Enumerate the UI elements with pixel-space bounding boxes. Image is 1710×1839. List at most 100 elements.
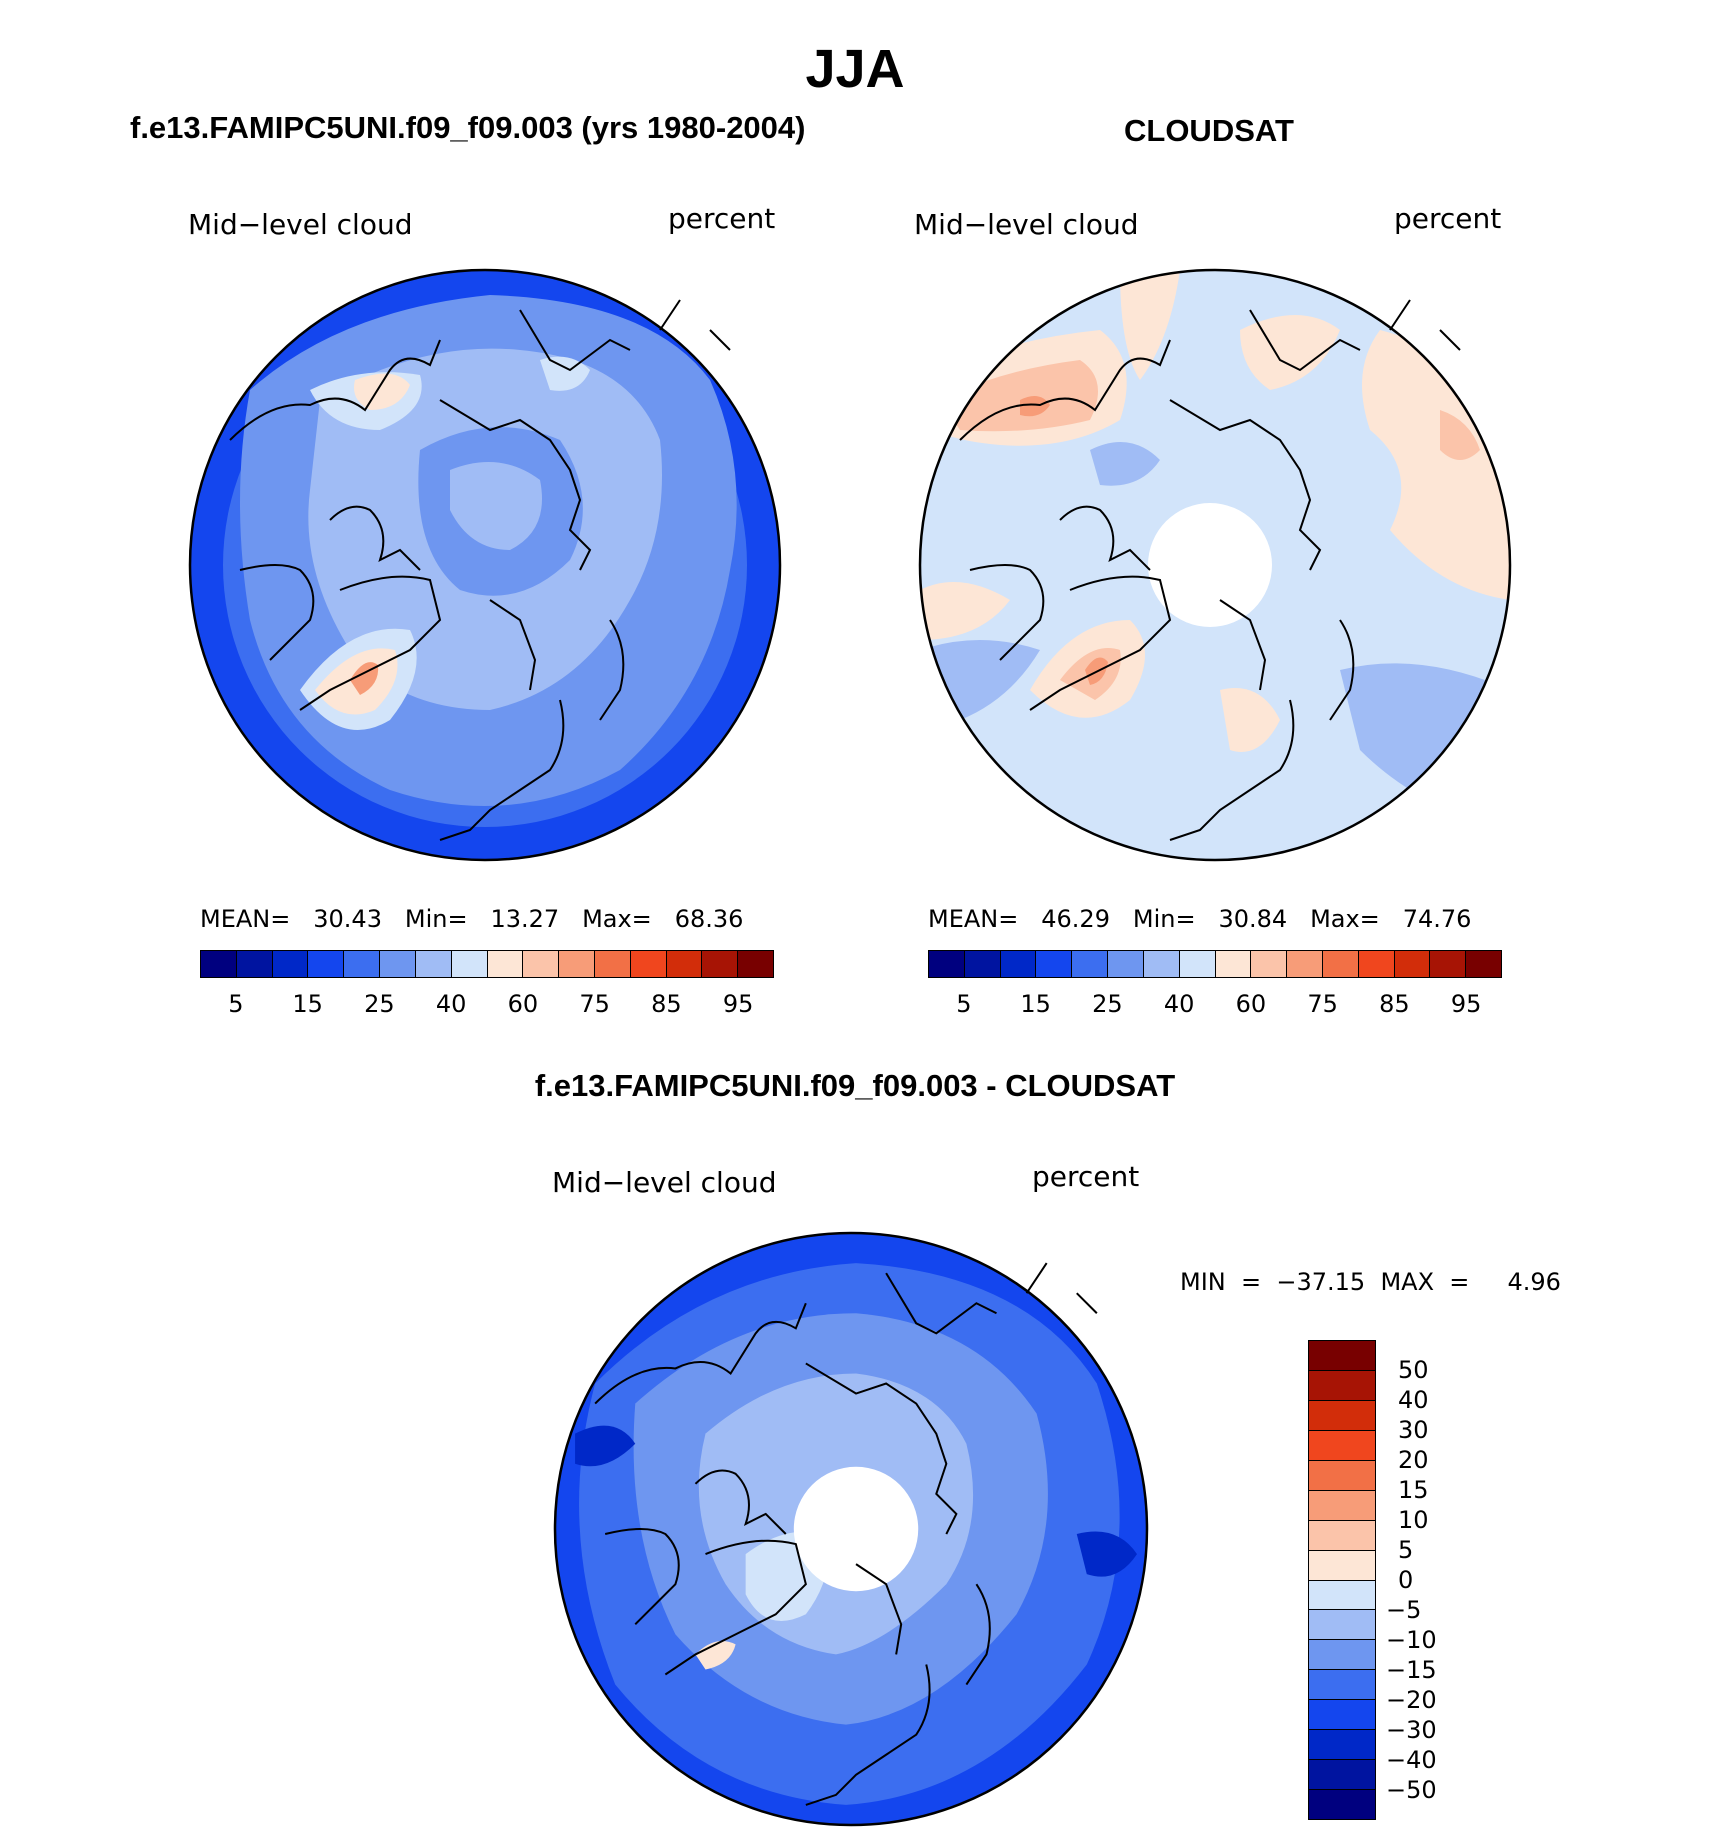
colorbar-swatch [1309,1520,1375,1551]
right-min-label: Min= [1132,905,1196,933]
left-coastline [229,299,731,841]
right-map-region [1090,442,1160,486]
colorbar-swatch [1309,1490,1375,1521]
colorbar-tick-label: 50 [1398,1356,1429,1384]
colorbar-tick-label: 25 [364,990,395,1018]
colorbar-swatch [1309,1370,1375,1401]
right-max-label: Max= [1310,905,1380,933]
right-map-region [920,582,1010,640]
left-colorbar-ticks: 5 15 25 40 60 75 85 95 [200,990,774,1020]
colorbar-swatch [1309,1700,1375,1731]
colorbar-tick-label: 60 [1235,990,1267,1018]
left-polar-map [188,268,782,862]
colorbar-tick-label: −20 [1386,1686,1437,1714]
colorbar-tick-label: 40 [1398,1386,1429,1414]
main-title: JJA [805,39,905,99]
colorbar-tick-label: 75 [579,990,610,1018]
diff-colorbar-ticks: 50 40 30 20 15 10 5 0 −5 −10 −15 −20 −30 −40 −50 [1386,1340,1466,1820]
right-max-value: 74.76 [1402,905,1472,933]
colorbar-swatch [1143,951,1180,977]
colorbar-swatch [1309,1760,1375,1791]
left-max-label: Max= [582,905,652,933]
colorbar-tick-label: −40 [1386,1746,1437,1774]
colorbar-tick-label: −30 [1386,1716,1437,1744]
colorbar-swatch [380,951,416,977]
diff-minmax: MIN = −37.15 MAX = 4.96 [1180,1268,1561,1296]
colorbar-tick-label: 95 [1450,990,1482,1018]
colorbar-tick-label: −15 [1386,1656,1437,1684]
colorbar-swatch [1309,1580,1375,1611]
right-map-region [1120,270,1180,380]
colorbar-swatch [415,951,452,977]
colorbar-swatch [1322,951,1359,977]
colorbar-swatch [344,951,381,977]
colorbar-swatch [1309,1610,1375,1641]
diff-units-label: percent [1032,1160,1140,1193]
right-map-region [1220,688,1280,752]
colorbar-swatch [1036,951,1073,977]
colorbar-tick-label: 15 [1398,1476,1429,1504]
right-polar-map [918,268,1512,862]
left-mean-value: 30.43 [313,905,382,933]
right-stats: MEAN= 46.29 Min= 30.84 Max= 74.76 [928,905,1471,933]
colorbar-swatch [272,951,309,977]
colorbar-swatch [929,951,965,977]
right-map-border [918,268,1512,862]
right-coastline [959,299,1461,841]
left-map-region [450,462,542,550]
colorbar-swatch [201,951,237,977]
colorbar-tick-label: 5 [956,990,972,1018]
diff-pole-hole [793,1466,919,1592]
colorbar-swatch [236,951,273,977]
colorbar-tick-label: −5 [1386,1596,1422,1624]
colorbar-swatch [451,951,488,977]
right-pole-hole [1148,503,1272,627]
colorbar-swatch [1215,951,1252,977]
colorbar-swatch [1309,1341,1375,1371]
left-mean-label: MEAN= [200,905,291,933]
colorbar-swatch [1309,1550,1375,1581]
colorbar-swatch [559,951,595,977]
diff-map-region [575,1425,636,1467]
colorbar-swatch [666,951,703,977]
colorbar-tick-label: 30 [1398,1416,1429,1444]
colorbar-tick-label: −10 [1386,1626,1437,1654]
diff-variable-label: Mid−level cloud [552,1166,777,1199]
colorbar-tick-label: 20 [1398,1446,1429,1474]
right-panel-title: CLOUDSAT [1124,113,1294,148]
left-panel-title: f.e13.FAMIPC5UNI.f09_f09.003 (yrs 1980-2… [130,110,806,145]
colorbar-tick-label: 85 [651,990,682,1018]
colorbar-swatch [702,951,739,977]
left-map-border [188,268,782,862]
colorbar-swatch [1287,951,1323,977]
colorbar-tick-label: 25 [1092,990,1123,1018]
colorbar-swatch [964,951,1001,977]
diff-map-region [1076,1531,1137,1577]
colorbar-swatch [1309,1640,1375,1671]
colorbar-tick-label: 5 [228,990,244,1018]
colorbar-swatch [1430,951,1467,977]
colorbar-swatch [738,951,773,977]
diff-polar-map [553,1231,1149,1827]
right-mean-label: MEAN= [928,905,1019,933]
colorbar-tick-label: 15 [292,990,323,1018]
colorbar-swatch [1394,951,1431,977]
colorbar-swatch [1309,1790,1375,1819]
colorbar-swatch [1309,1670,1375,1701]
colorbar-swatch [1251,951,1288,977]
colorbar-swatch [1466,951,1501,977]
right-min-value: 30.84 [1218,905,1288,933]
colorbar-tick-label: 40 [1163,990,1195,1018]
colorbar-swatch [1309,1460,1375,1491]
right-colorbar-ticks: 5 15 25 40 60 75 85 95 [928,990,1502,1020]
right-mean-value: 46.29 [1041,905,1110,933]
right-map-region [940,360,1098,432]
colorbar-swatch [1179,951,1216,977]
colorbar-swatch [1072,951,1109,977]
colorbar-tick-label: 60 [507,990,539,1018]
colorbar-swatch [630,951,667,977]
left-colorbar [200,950,774,978]
diff-colorbar [1308,1340,1376,1820]
colorbar-swatch [523,951,560,977]
left-variable-label: Mid−level cloud [188,208,413,241]
